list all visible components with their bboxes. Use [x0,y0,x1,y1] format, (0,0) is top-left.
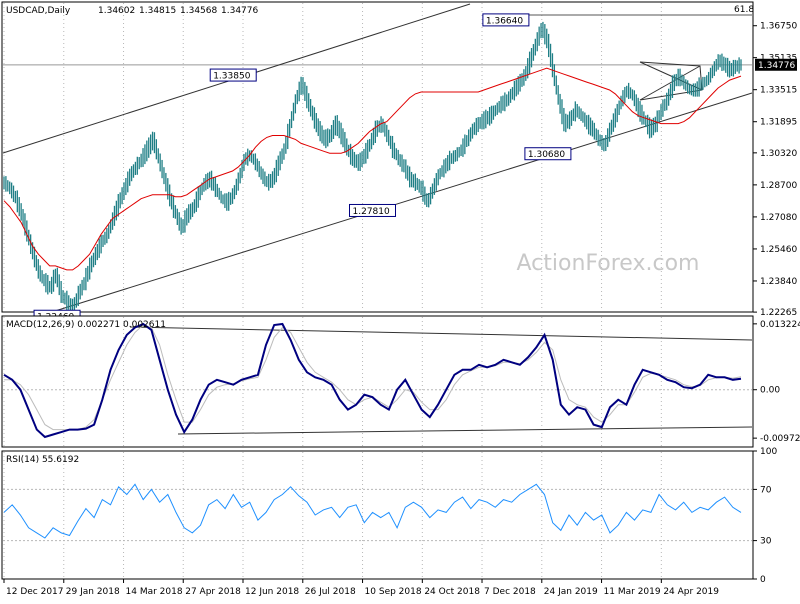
y-tick-label: 0 [760,575,766,585]
macd-line [3,322,742,439]
x-tick-label: 12 Jun 2018 [245,587,299,597]
price-annotation-box [524,147,572,161]
x-tick-label: 26 Jul 2018 [305,587,356,597]
y-tick-label: 100 [760,447,777,457]
triangle-pattern-line [639,65,701,101]
x-tick-label: 24 Oct 2018 [424,587,480,597]
price-annotation: 1.33850 [213,72,250,82]
price-header-close: 1.34776 [221,6,258,16]
rsi-line [3,483,742,539]
y-tick-label: 1.35135 [760,54,797,64]
rsi-title: RSI(14) 55.6192 [6,455,79,465]
watermark: ActionForex.com [517,251,700,276]
moving-average-line [3,67,742,271]
macd-title: MACD(12,26,9) 0.002271 0.002611 [6,320,166,330]
y-tick-label: 1.23840 [760,277,797,287]
y-tick-label: 0.013224 [760,320,800,330]
price-header-symbol: USDCAD,Daily [6,6,71,16]
price-annotation-box [482,13,530,27]
macd-upper-trendline [129,326,753,341]
x-tick-label: 12 Dec 2017 [6,587,64,597]
price-annotation: 1.30680 [528,150,565,160]
y-tick-label: 30 [760,537,772,547]
last-price-value: 1.34776 [758,61,795,71]
price-annotation-box [209,68,257,82]
x-tick-label: 24 Apr 2019 [663,587,719,597]
macd-lower-trendline [177,426,753,435]
x-tick-label: 24 Jan 2019 [544,587,598,597]
y-tick-label: 0.00 [760,386,780,396]
price-header-high: 1.34815 [139,6,176,16]
price-annotation-box [349,203,396,217]
y-tick-label: 1.22265 [760,308,797,318]
y-tick-label: 70 [760,485,772,495]
price-annotation: 1.27810 [353,207,390,217]
y-tick-label: 1.36750 [760,22,797,32]
x-tick-label: 14 Mar 2018 [126,587,183,597]
lower-channel-line [54,92,753,312]
fib-level-label: 61.8 [734,5,754,15]
y-tick-label: 1.27080 [760,213,797,223]
y-tick-label: 1.25460 [760,245,797,255]
y-tick-label: -0.009721 [760,434,800,444]
last-price-tag: 1.34776 [755,58,797,71]
x-tick-label: 7 Dec 2018 [484,587,536,597]
x-tick-label: 27 Apr 2018 [185,587,241,597]
y-tick-label: 1.31895 [760,118,797,128]
x-axis: 12 Dec 2017 29 Jan 2018 14 Mar 2018 27 Apr … [3,579,719,597]
y-tick-label: 1.28700 [760,181,797,191]
rsi-panel: 100 70 30 0 RSI(14) 55.6192 [1,447,777,585]
x-tick-label: 10 Sep 2018 [365,587,422,597]
price-header-open: 1.34602 [98,6,135,16]
x-tick-label: 29 Jan 2018 [66,587,120,597]
y-tick-label: 1.33515 [760,86,797,96]
price-header-low: 1.34568 [180,6,217,16]
price-annotation: 1.36640 [486,16,523,26]
x-tick-label: 11 Mar 2019 [604,587,661,597]
macd-panel: 0.013224 0.00 -0.009721 MACD(12,26,9) 0.00… [1,315,800,448]
y-tick-label: 1.30320 [760,149,797,159]
